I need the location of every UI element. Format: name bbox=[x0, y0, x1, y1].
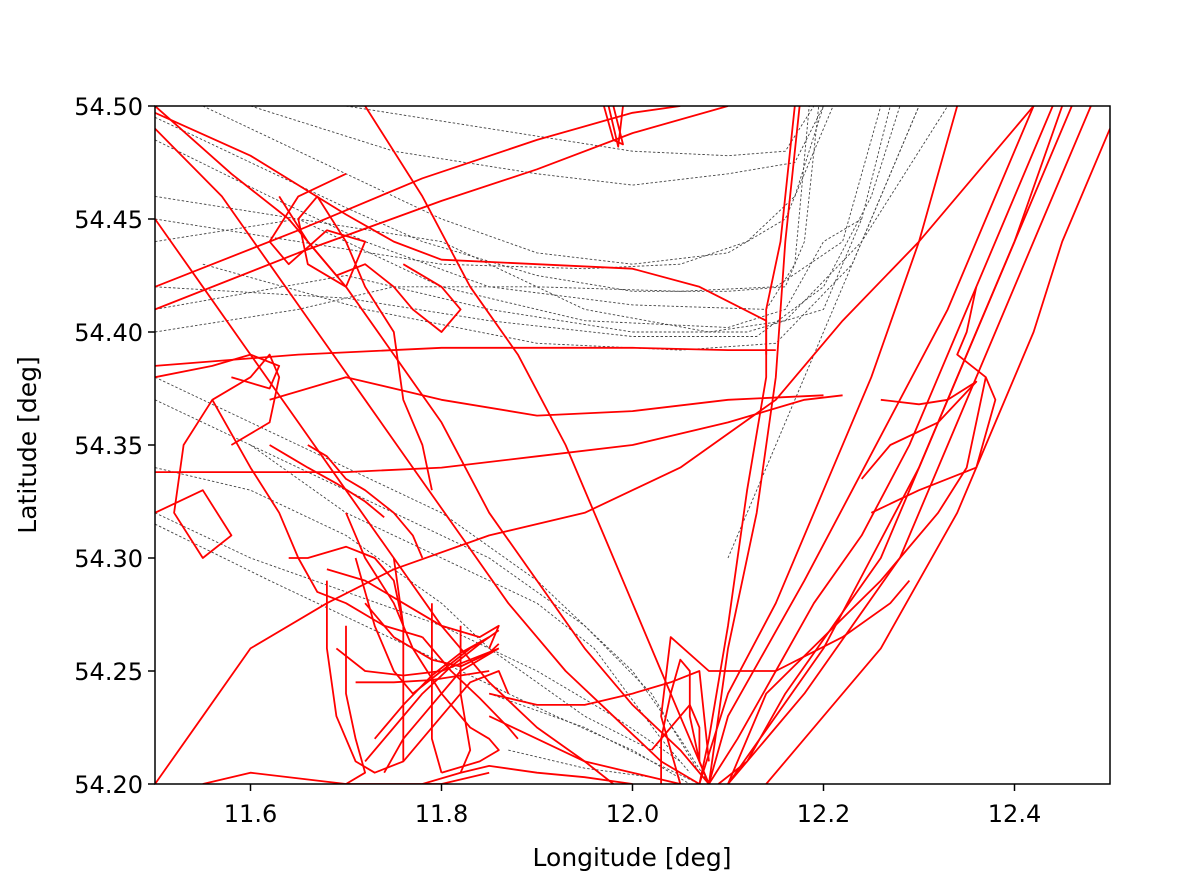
red-track-34 bbox=[326, 568, 500, 649]
red-track-26 bbox=[268, 172, 433, 491]
y-axis-label: Latitude [deg] bbox=[13, 356, 42, 533]
red-track-43 bbox=[364, 629, 500, 762]
y-tick-label: 54.20 bbox=[74, 771, 143, 799]
red-track-8 bbox=[155, 127, 700, 784]
red-track-51 bbox=[488, 715, 681, 784]
x-tick-label: 12.2 bbox=[797, 800, 850, 828]
red-track-32 bbox=[307, 444, 424, 559]
x-axis: 11.6 11.8 12.0 12.2 12.4 bbox=[224, 784, 1041, 828]
dashed-track-9 bbox=[202, 106, 920, 351]
red-track-21 bbox=[660, 580, 911, 784]
x-tick-label: 11.8 bbox=[415, 800, 468, 828]
red-track-6 bbox=[155, 106, 1035, 784]
x-tick-label: 12.0 bbox=[606, 800, 659, 828]
red-track-28 bbox=[155, 353, 281, 559]
red-track-46 bbox=[430, 603, 443, 773]
red-track-54 bbox=[650, 704, 701, 762]
red-track-49 bbox=[202, 771, 490, 784]
red-track-47 bbox=[459, 625, 472, 774]
dashed-track-10 bbox=[155, 106, 949, 333]
y-tick-label: 54.25 bbox=[74, 658, 143, 686]
red-track-53 bbox=[660, 658, 710, 784]
red-track-33 bbox=[288, 545, 405, 626]
red-track-3 bbox=[155, 346, 776, 367]
x-tick-label: 12.4 bbox=[988, 800, 1041, 828]
red-track-4 bbox=[155, 394, 843, 474]
red-track-25 bbox=[607, 106, 624, 148]
red-track-31 bbox=[345, 512, 500, 774]
red-track-15 bbox=[708, 106, 1054, 784]
dashed-track-3 bbox=[155, 106, 824, 270]
red-track-22 bbox=[870, 286, 997, 514]
x-tick-label: 11.6 bbox=[224, 800, 277, 828]
red-track-19 bbox=[765, 128, 1110, 784]
y-tick-label: 54.45 bbox=[74, 206, 143, 234]
red-track-27 bbox=[278, 195, 462, 333]
red-track-1 bbox=[155, 106, 729, 311]
red-track-30 bbox=[211, 399, 423, 638]
red-track-18 bbox=[727, 106, 1064, 784]
y-tick-label: 54.30 bbox=[74, 545, 143, 573]
red-track-23 bbox=[861, 380, 978, 480]
red-track-11 bbox=[698, 106, 796, 784]
dashed-track-18 bbox=[489, 693, 700, 784]
red-track-37 bbox=[345, 625, 367, 784]
track-layer bbox=[155, 106, 1110, 784]
red-track-40 bbox=[335, 647, 500, 677]
dashed-track-7 bbox=[155, 106, 891, 333]
red-track-10 bbox=[364, 106, 710, 784]
y-axis: 54.20 54.25 54.30 54.35 54.40 54.45 54.50 bbox=[74, 93, 155, 799]
red-track-14 bbox=[708, 106, 1035, 784]
red-track-29 bbox=[155, 353, 281, 390]
dashed-track-19 bbox=[508, 749, 652, 778]
red-track-20 bbox=[727, 377, 987, 784]
red-track-52 bbox=[422, 765, 633, 784]
dashed-track-20 bbox=[727, 106, 920, 559]
red-track-45 bbox=[392, 557, 405, 762]
y-tick-label: 54.50 bbox=[74, 93, 143, 121]
red-track-48 bbox=[421, 636, 519, 740]
dashed-track-2 bbox=[202, 106, 834, 265]
red-track-36 bbox=[325, 580, 510, 774]
red-track-7 bbox=[155, 106, 710, 784]
red-track-2 bbox=[155, 111, 768, 355]
red-track-5 bbox=[269, 376, 824, 417]
dashed-track-11 bbox=[155, 195, 862, 328]
x-axis-label: Longitude [deg] bbox=[533, 843, 732, 872]
red-track-13 bbox=[698, 106, 959, 784]
red-track-50 bbox=[488, 670, 710, 762]
red-track-0 bbox=[155, 106, 681, 288]
red-track-35 bbox=[269, 444, 385, 518]
dashed-track-1 bbox=[155, 106, 810, 310]
y-tick-label: 54.40 bbox=[74, 319, 143, 347]
y-tick-label: 54.35 bbox=[74, 432, 143, 460]
